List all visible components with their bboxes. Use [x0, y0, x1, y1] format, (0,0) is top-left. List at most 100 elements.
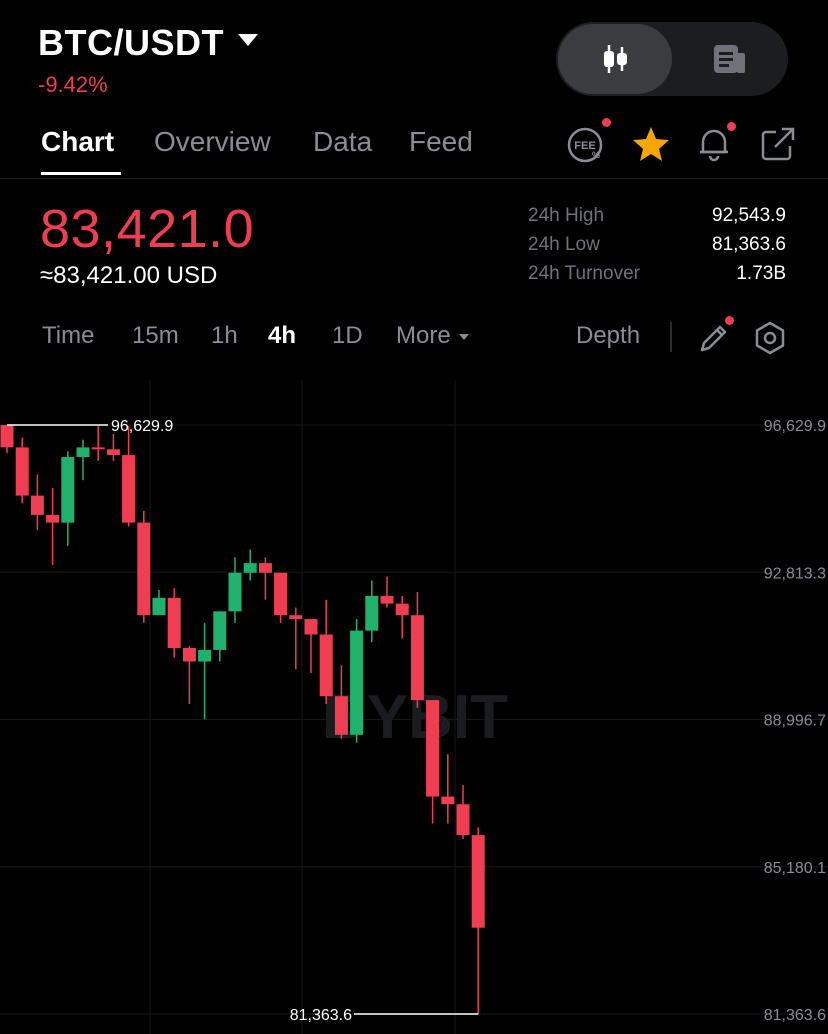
candle	[228, 557, 242, 623]
candle	[426, 700, 440, 824]
candle-body	[426, 700, 440, 797]
candle-body	[258, 563, 272, 573]
tab-chart[interactable]: Chart	[41, 126, 115, 157]
view-toggle-chart-button[interactable]	[558, 24, 672, 94]
candle-body	[46, 514, 60, 523]
candle-body	[365, 595, 379, 631]
y-axis-tick-label: 81,363.6	[764, 1007, 826, 1024]
y-axis-tick-label: 92,813.3	[764, 565, 826, 582]
y-axis-tick-label: 85,180.1	[764, 860, 826, 877]
share-button[interactable]	[758, 124, 798, 164]
low-marker-label: 81,363.6	[290, 1007, 352, 1024]
candle	[243, 549, 257, 581]
candle-body	[395, 603, 409, 616]
candle-body	[213, 611, 227, 650]
candle-body	[137, 522, 151, 616]
candle-body	[334, 696, 348, 735]
favorite-button[interactable]	[631, 124, 671, 164]
interval-more-label: More	[396, 322, 451, 349]
candle-body	[76, 447, 90, 458]
candlestick-chart[interactable]: BYBIT 96,629.981,363.6 96,629.992,813.38…	[0, 380, 828, 1034]
candlestick-icon	[604, 45, 627, 73]
y-axis-tick-label: 96,629.9	[764, 418, 826, 435]
stat-value-24h-high: 92,543.9	[712, 205, 786, 226]
candle-body	[228, 572, 242, 612]
tab-data[interactable]: Data	[313, 126, 373, 157]
candle	[395, 595, 409, 639]
usd-price: ≈83,421.00 USD	[40, 262, 218, 289]
candle-body	[167, 597, 181, 648]
candle-body	[456, 804, 470, 836]
candle	[122, 426, 136, 527]
candle	[106, 433, 120, 461]
candle	[167, 588, 181, 658]
interval-time[interactable]: Time	[42, 322, 95, 349]
active-tab-indicator	[41, 172, 121, 175]
interval-15m[interactable]: 15m	[132, 322, 179, 349]
candle	[334, 665, 348, 739]
candle	[152, 590, 166, 616]
candle	[61, 451, 75, 546]
stat-value-24h-turnover: 1.73B	[736, 263, 786, 284]
candle-body	[304, 619, 318, 635]
candle	[350, 619, 364, 743]
candle	[380, 576, 394, 608]
depth-button[interactable]: Depth	[576, 322, 641, 349]
fee-icon: FEE %	[567, 127, 603, 163]
candle	[441, 754, 455, 824]
candle	[471, 827, 485, 1014]
candle	[410, 592, 424, 708]
pair-title[interactable]: BTC/USDT	[38, 22, 224, 63]
document-icon	[714, 45, 745, 73]
stat-label-24h-low: 24h Low	[528, 234, 600, 255]
stat-label-24h-high: 24h High	[528, 205, 605, 226]
view-toggle-info-button[interactable]	[672, 24, 786, 94]
candle	[91, 426, 105, 461]
candle	[258, 557, 272, 600]
candle-body	[319, 634, 333, 697]
candle	[182, 646, 196, 704]
fee-button[interactable]: FEE %	[566, 124, 606, 164]
interval-separator	[670, 322, 672, 352]
candle-body	[182, 647, 196, 662]
candle-body	[61, 457, 75, 523]
draw-tool-button[interactable]	[694, 318, 734, 358]
tab-feed[interactable]: Feed	[409, 126, 473, 157]
candle	[365, 580, 379, 643]
candle-body	[274, 572, 288, 616]
candle	[46, 487, 60, 566]
svg-text:%: %	[592, 150, 600, 160]
star-icon	[633, 127, 669, 161]
stat-value-24h-low: 81,363.6	[712, 234, 786, 255]
candle	[456, 784, 470, 839]
more-caret-icon	[459, 333, 470, 340]
draw-tool-notification-dot	[725, 316, 734, 325]
candle-body	[122, 455, 136, 523]
pair-dropdown-caret-icon[interactable]	[238, 34, 258, 46]
candle	[304, 619, 318, 674]
candle-body	[350, 630, 364, 735]
stat-label-24h-turnover: 24h Turnover	[528, 263, 640, 284]
candle	[30, 474, 44, 531]
header-divider	[0, 178, 828, 179]
tab-overview[interactable]: Overview	[154, 126, 271, 157]
interval-1h[interactable]: 1h	[211, 322, 238, 349]
chart-settings-button[interactable]	[750, 318, 790, 358]
svg-text:FEE: FEE	[574, 140, 595, 152]
candle-body	[441, 796, 455, 805]
candle-body	[243, 563, 257, 573]
pencil-icon	[700, 325, 727, 352]
last-price: 83,421.0	[40, 199, 255, 259]
alert-button[interactable]	[694, 124, 734, 164]
candle-body	[91, 447, 105, 450]
candle-body	[15, 447, 29, 496]
interval-more[interactable]: More	[396, 322, 470, 350]
interval-1d[interactable]: 1D	[332, 322, 363, 349]
candle	[289, 607, 303, 670]
candle-body	[471, 835, 485, 928]
candle-body	[30, 495, 44, 515]
candle	[274, 572, 288, 623]
candle-body	[106, 449, 120, 456]
interval-4h[interactable]: 4h	[268, 322, 297, 349]
candle-body	[198, 649, 212, 662]
